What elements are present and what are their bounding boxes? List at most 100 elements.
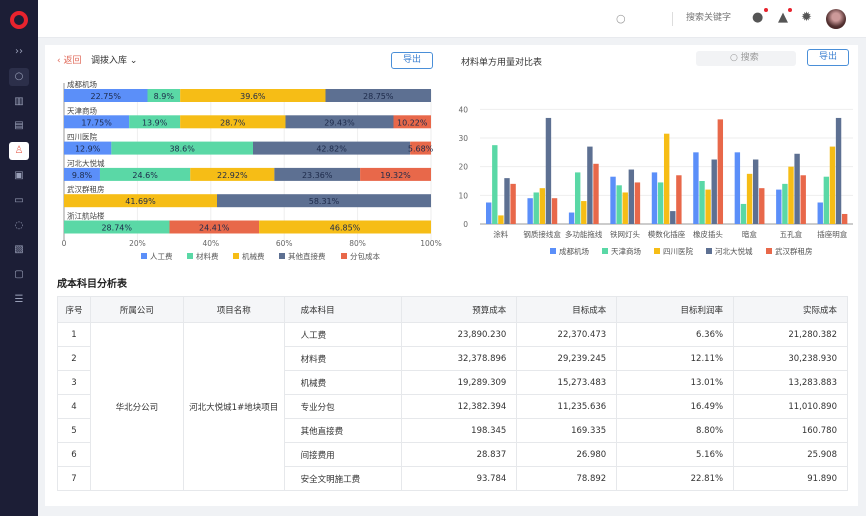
bar[interactable]: [622, 192, 628, 224]
water-drop-icon[interactable]: ◌: [14, 219, 24, 231]
bar[interactable]: [817, 202, 823, 225]
building-icon[interactable]: ▥: [14, 95, 24, 107]
bar[interactable]: [800, 175, 806, 224]
bar[interactable]: [693, 152, 699, 224]
bar[interactable]: [551, 198, 558, 224]
document-check-icon[interactable]: ▤: [14, 120, 24, 132]
bar-segment[interactable]: [64, 167, 100, 181]
bar[interactable]: [782, 183, 788, 224]
bar[interactable]: [699, 181, 705, 224]
bar[interactable]: [651, 172, 658, 224]
bar-segment[interactable]: [190, 167, 275, 181]
bar[interactable]: [734, 152, 741, 224]
legend-label[interactable]: 人工费: [150, 251, 173, 261]
chat-icon[interactable]: ●: [752, 10, 764, 25]
bar-segment[interactable]: [180, 115, 286, 129]
bar[interactable]: [610, 176, 616, 224]
bar-segment[interactable]: [64, 194, 218, 208]
bar[interactable]: [740, 203, 747, 224]
bar[interactable]: [788, 166, 794, 224]
clipboard-icon[interactable]: ▣: [14, 170, 24, 181]
bar-segment[interactable]: [64, 89, 148, 102]
bar-segment[interactable]: [99, 167, 191, 181]
legend-label[interactable]: 其他直接费: [288, 251, 326, 261]
bar[interactable]: [746, 173, 753, 224]
legend-label[interactable]: 成都机场: [559, 246, 589, 256]
avatar[interactable]: [826, 9, 846, 29]
type-dropdown[interactable]: 调拨入库 ⌄: [91, 53, 137, 66]
bar-segment[interactable]: [253, 141, 411, 155]
bar[interactable]: [634, 182, 641, 224]
bar[interactable]: [492, 145, 498, 224]
bar-segment[interactable]: [285, 115, 394, 129]
bar[interactable]: [539, 188, 546, 224]
search-icon[interactable]: ○: [616, 12, 626, 25]
bar[interactable]: [504, 178, 510, 224]
bar[interactable]: [628, 169, 635, 224]
bar-segment[interactable]: [64, 115, 130, 129]
legend-label[interactable]: 机械费: [242, 251, 265, 261]
bar[interactable]: [545, 117, 552, 224]
gear-icon[interactable]: ✹: [801, 10, 812, 25]
legend-label[interactable]: 武汉群租房: [775, 246, 813, 256]
bar[interactable]: [759, 188, 765, 224]
stamp-icon[interactable]: ♙: [9, 142, 29, 161]
bar-segment[interactable]: [259, 220, 431, 234]
bar[interactable]: [717, 119, 724, 224]
bar[interactable]: [705, 189, 711, 224]
bar[interactable]: [498, 215, 504, 224]
bar[interactable]: [670, 211, 676, 224]
bar[interactable]: [752, 159, 759, 225]
bar[interactable]: [527, 198, 533, 224]
legend-label[interactable]: 材料费: [196, 251, 219, 261]
bar[interactable]: [711, 159, 717, 225]
bar[interactable]: [794, 153, 800, 224]
bar[interactable]: [486, 202, 492, 225]
bar[interactable]: [510, 183, 516, 224]
bar[interactable]: [581, 201, 587, 224]
bar[interactable]: [568, 212, 575, 224]
folder-icon[interactable]: ▭: [14, 194, 24, 206]
legend-label[interactable]: 天津商场: [611, 246, 641, 256]
bar-segment[interactable]: [147, 89, 181, 102]
bar[interactable]: [533, 192, 539, 224]
expand-icon[interactable]: ››: [15, 46, 23, 57]
chart-search-input[interactable]: ○ 搜索: [696, 51, 796, 66]
bar[interactable]: [574, 172, 581, 224]
legend-label[interactable]: 河北大悦城: [715, 246, 753, 256]
image-check-icon[interactable]: ▧: [14, 244, 24, 256]
legend-label[interactable]: 分包成本: [350, 251, 380, 261]
bar[interactable]: [829, 146, 836, 224]
bar-segment[interactable]: [325, 89, 431, 102]
bar-segment[interactable]: [64, 141, 112, 155]
bar-segment[interactable]: [410, 141, 431, 155]
legend-label[interactable]: 四川医院: [663, 246, 693, 256]
bar[interactable]: [823, 176, 830, 224]
bar-segment[interactable]: [64, 220, 170, 234]
bar[interactable]: [776, 189, 782, 224]
export-button-right[interactable]: 导出: [807, 49, 849, 66]
bar[interactable]: [593, 163, 599, 224]
copy-icon[interactable]: ▢: [14, 269, 24, 281]
bar-segment[interactable]: [274, 167, 361, 181]
search-icon[interactable]: ○: [9, 67, 29, 86]
bar[interactable]: [616, 185, 622, 224]
sliders-icon[interactable]: ☰: [14, 294, 24, 305]
bar[interactable]: [841, 213, 848, 224]
bar-segment[interactable]: [169, 220, 260, 234]
bar[interactable]: [663, 133, 670, 224]
global-search-input[interactable]: [686, 12, 776, 22]
bar[interactable]: [657, 182, 664, 224]
bar-segment[interactable]: [360, 167, 431, 181]
bar-segment[interactable]: [111, 141, 254, 155]
bar[interactable]: [676, 175, 682, 224]
bar[interactable]: [587, 146, 593, 224]
bell-icon[interactable]: ▲: [778, 10, 788, 25]
bar[interactable]: [835, 117, 842, 224]
bar-segment[interactable]: [129, 115, 181, 129]
export-button-left[interactable]: 导出: [391, 52, 433, 69]
bar-segment[interactable]: [180, 89, 326, 102]
bar-segment[interactable]: [393, 115, 431, 129]
back-link[interactable]: ‹ 返回: [57, 56, 82, 66]
bar-segment[interactable]: [217, 194, 431, 208]
